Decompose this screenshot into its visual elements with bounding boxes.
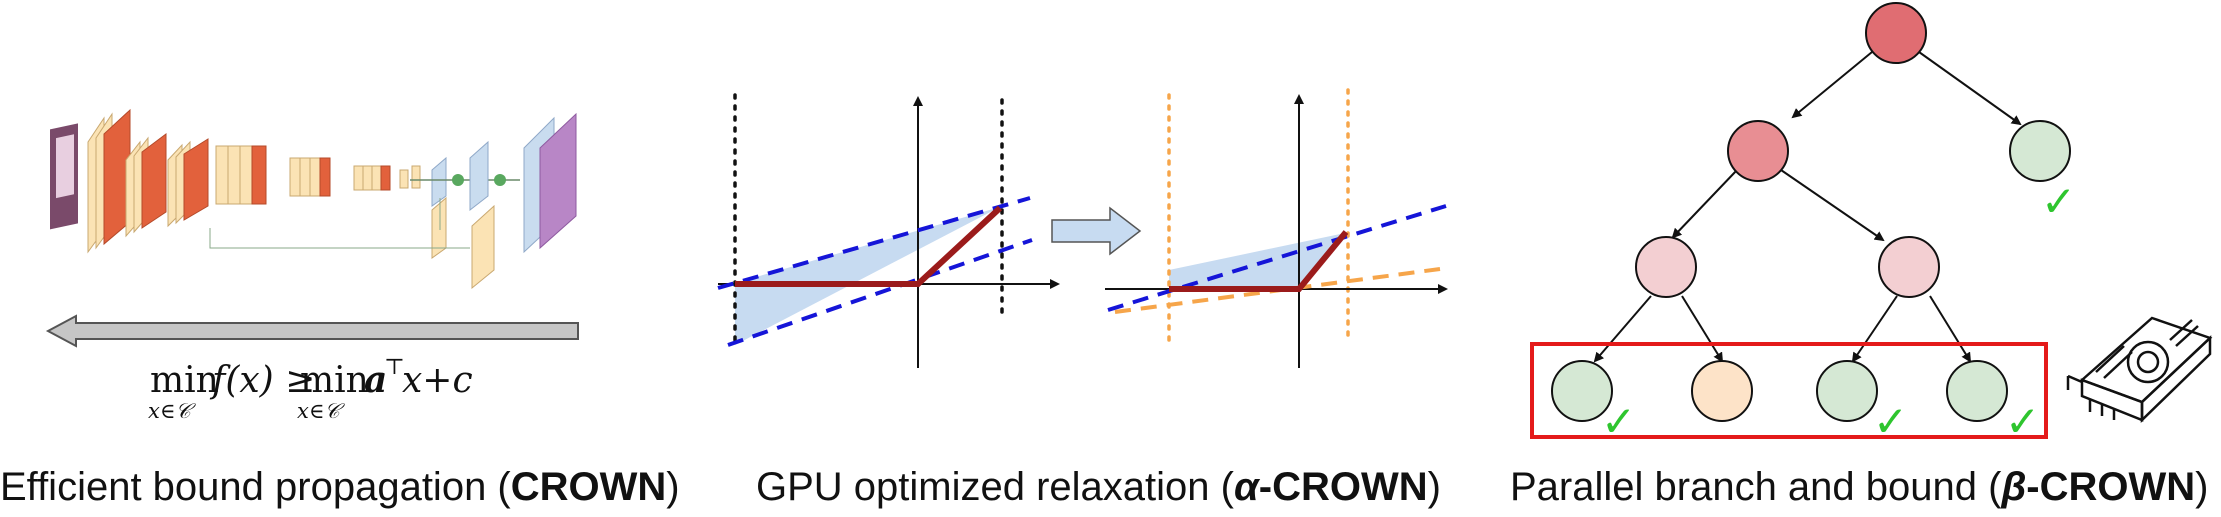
leaf-node-verified: [1816, 360, 1878, 422]
decoder-blocks: [431, 112, 577, 290]
relu-function: [1169, 230, 1349, 292]
crown-caption: Efficient bound propagation (CROWN): [0, 465, 680, 509]
tree-node-root: [1865, 2, 1927, 64]
conv-block-1: [87, 108, 131, 254]
svg-text:⊤: ⊤: [384, 355, 405, 380]
crown-relaxation-plot: [717, 93, 1060, 368]
check-icon: ✓: [2005, 397, 2040, 446]
tree-node-level2-right-verified: [2009, 120, 2071, 182]
beta-crown-caption: Parallel branch and bound (β-CROWN): [1510, 465, 2208, 509]
bottleneck-blocks: [399, 156, 447, 207]
alpha-relaxation-plot: [1105, 88, 1448, 368]
conv-block-6: [353, 165, 391, 191]
conv-block-5: [289, 157, 331, 197]
tree-node-level3-right: [1878, 236, 1940, 298]
svg-text:x+c: x+c: [402, 360, 473, 401]
svg-text:min: min: [300, 360, 369, 401]
leaf-node-verified: [1551, 360, 1613, 422]
alpha-crown-panel: GPU optimized relaxation (α-CROWN): [717, 88, 1448, 509]
leaf-node-pending: [1691, 360, 1753, 422]
tree-node-level3-left: [1635, 236, 1697, 298]
upper-linear-bound: [717, 196, 1031, 290]
bound-equation: min x∈𝒞 f(x) ≥ min x∈𝒞 𝒂 ⊤ x+c: [148, 355, 473, 423]
optimize-arrow: [1051, 206, 1142, 256]
parallel-batch-box: [1530, 342, 2048, 439]
check-icon: ✓: [2041, 177, 2076, 226]
conv-block-2: [125, 133, 167, 238]
svg-text:x∈𝒞: x∈𝒞: [297, 399, 345, 423]
beta-crown-panel: ✓ ✓ ✓ ✓ Parallel branch and bound (β-CRO…: [1510, 2, 2213, 509]
add-node: [452, 174, 464, 186]
conv-block-4: [215, 145, 267, 205]
relu-function: [735, 205, 1003, 287]
crown-panel: min x∈𝒞 f(x) ≥ min x∈𝒞 𝒂 ⊤ x+c Efficient…: [0, 108, 680, 509]
tree-edges: [1593, 51, 2022, 363]
svg-text:𝒂: 𝒂: [364, 359, 387, 401]
svg-text:min: min: [150, 360, 219, 401]
tree-node-level2-left: [1727, 120, 1789, 182]
conv-block-3: [167, 138, 209, 228]
svg-text:x∈𝒞: x∈𝒞: [148, 399, 196, 423]
add-node: [494, 174, 506, 186]
lower-linear-bound: [727, 238, 1033, 347]
input-image: [50, 123, 78, 230]
upper-linear-bound: [1107, 204, 1447, 312]
gpu-icon: [2066, 316, 2213, 423]
check-icon: ✓: [1873, 397, 1908, 446]
svg-text:f(x) ≥: f(x) ≥: [209, 360, 315, 401]
relaxation-region: [735, 207, 1000, 345]
network-architecture-diagram: [87, 108, 577, 290]
alpha-crown-caption: GPU optimized relaxation (α-CROWN): [756, 465, 1441, 509]
check-icon: ✓: [1601, 397, 1636, 446]
leaf-node-verified: [1946, 360, 2008, 422]
backward-arrow: [45, 314, 579, 348]
